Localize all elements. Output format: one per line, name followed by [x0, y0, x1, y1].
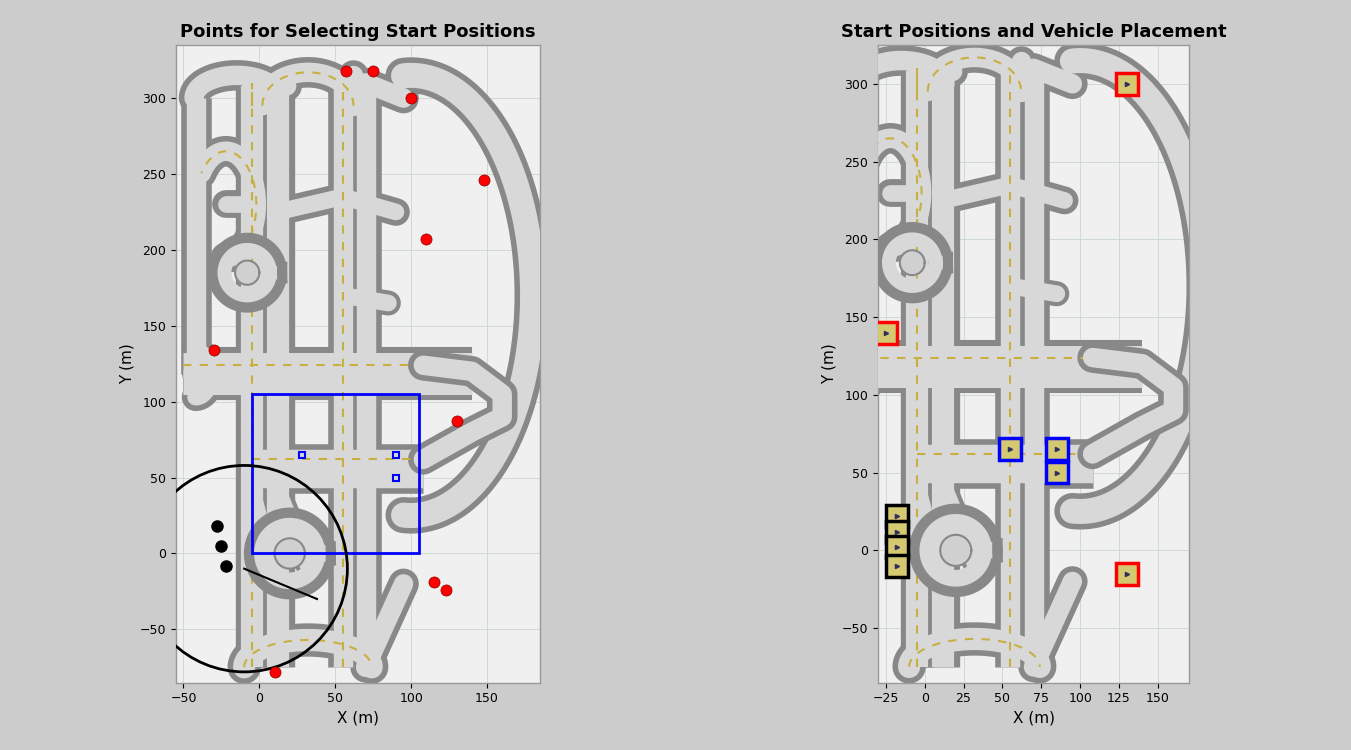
Title: Start Positions and Vehicle Placement: Start Positions and Vehicle Placement: [840, 22, 1227, 40]
Bar: [251, 394, 419, 554]
Bar: [1116, 562, 1138, 584]
Bar: [1116, 73, 1138, 94]
Polygon shape: [235, 260, 259, 285]
Bar: [886, 520, 908, 542]
Bar: [1046, 462, 1067, 484]
Bar: [886, 555, 908, 577]
Bar: [1046, 439, 1067, 460]
Bar: [886, 506, 908, 527]
Y-axis label: Y (m): Y (m): [821, 344, 836, 384]
Title: Points for Selecting Start Positions: Points for Selecting Start Positions: [180, 22, 536, 40]
Bar: [875, 322, 897, 344]
Polygon shape: [940, 535, 971, 566]
Y-axis label: Y (m): Y (m): [119, 344, 134, 384]
Polygon shape: [900, 251, 924, 275]
X-axis label: X (m): X (m): [1012, 711, 1055, 726]
Bar: [1000, 439, 1021, 460]
Bar: [886, 536, 908, 558]
Polygon shape: [274, 538, 305, 568]
X-axis label: X (m): X (m): [336, 711, 380, 726]
